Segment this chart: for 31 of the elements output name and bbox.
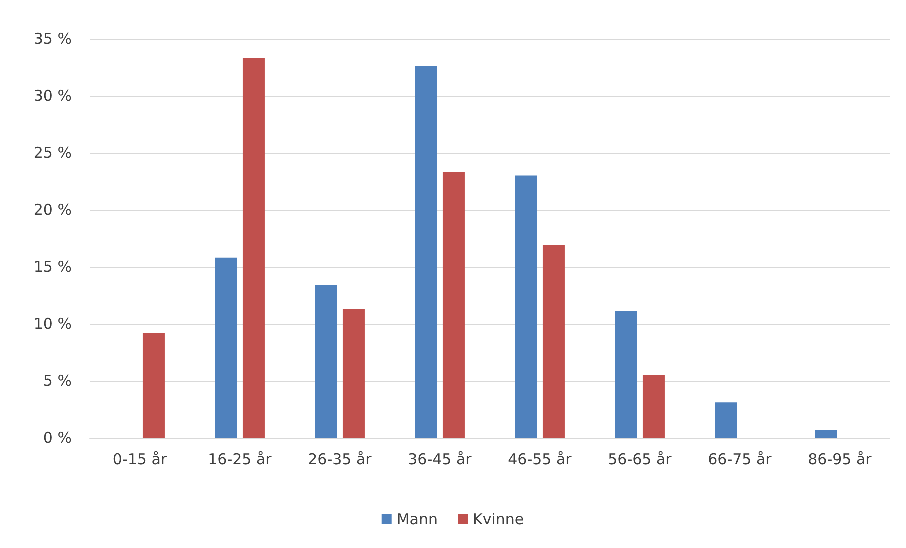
y-tick-label: 10 %: [34, 315, 72, 333]
bar: [615, 311, 638, 438]
x-tick-label: 0-15 år: [112, 450, 168, 468]
bar: [542, 245, 565, 438]
x-tick-label: 86-95 år: [808, 450, 873, 468]
bar: [415, 66, 438, 438]
legend-label: Kvinne: [473, 510, 524, 528]
x-tick-label: 26-35 år: [308, 450, 373, 468]
y-tick-label: 5 %: [43, 372, 72, 390]
bar: [215, 258, 238, 438]
legend-label: Mann: [396, 510, 438, 528]
y-tick-label: 35 %: [34, 30, 72, 48]
bar: [515, 176, 538, 438]
y-tick-label: 0 %: [43, 429, 72, 447]
bar: [342, 309, 365, 438]
x-tick-label: 16-25 år: [208, 450, 273, 468]
y-tick-label: 20 %: [34, 201, 72, 219]
y-tick-label: 15 %: [34, 258, 72, 276]
bar: [642, 375, 665, 438]
bar: [315, 285, 338, 438]
bar: [142, 333, 165, 438]
y-tick-label: 25 %: [34, 144, 72, 162]
bar: [715, 402, 738, 438]
x-tick-label: 56-65 år: [608, 450, 673, 468]
x-tick-label: 46-55 år: [508, 450, 573, 468]
bar: [442, 172, 465, 438]
y-tick-label: 30 %: [34, 87, 72, 105]
x-tick-label: 36-45 år: [408, 450, 473, 468]
x-tick-label: 66-75 år: [708, 450, 773, 468]
bar: [815, 430, 838, 438]
bar: [242, 58, 265, 438]
